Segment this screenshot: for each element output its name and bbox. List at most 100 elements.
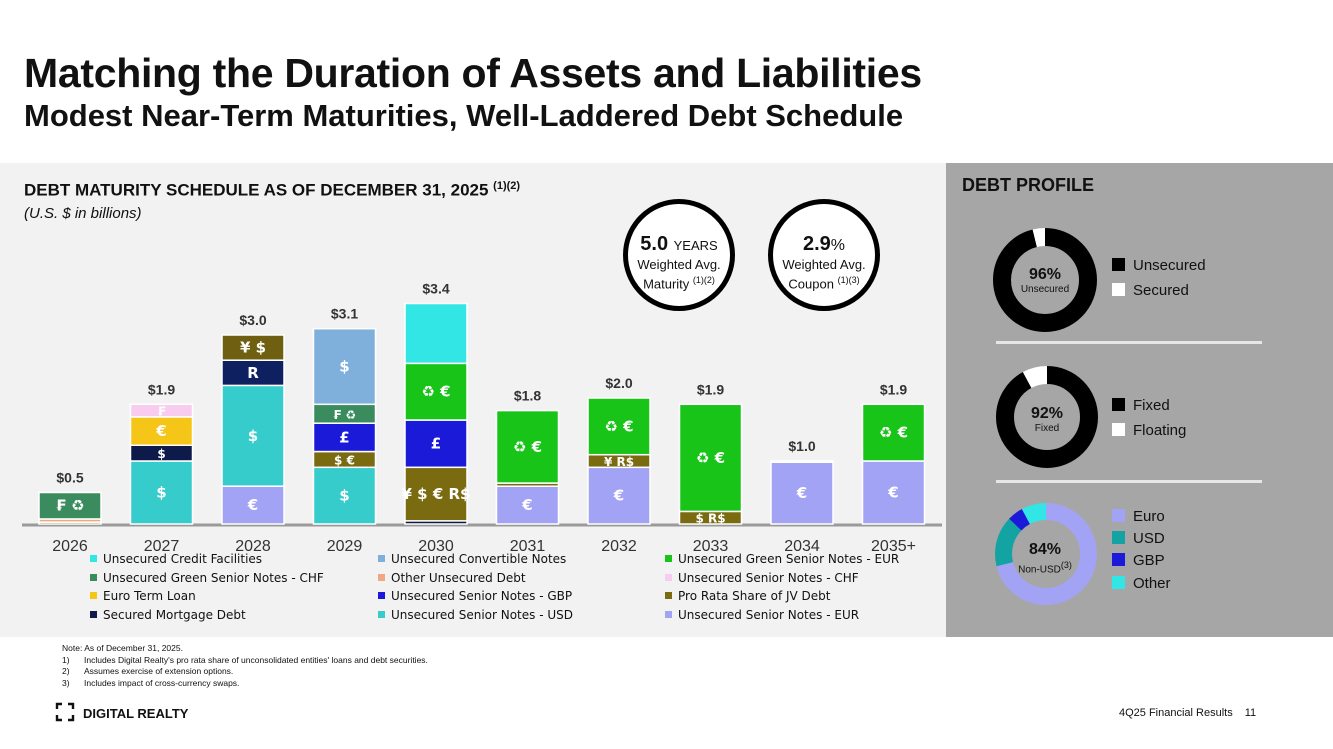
chart-heading: DEBT MATURITY SCHEDULE AS OF DECEMBER 31…: [24, 180, 521, 200]
legend-label: Unsecured Green Senior Notes - CHF: [103, 570, 324, 585]
segment-label: ₣ ♻: [55, 497, 84, 515]
bar-total-label: $1.9: [148, 381, 175, 397]
legend-swatch: [665, 610, 672, 618]
divider: [996, 341, 1262, 344]
unsecured-donut: [993, 228, 1097, 332]
x-tick-label: 2031: [510, 538, 546, 555]
legend-swatch: [1112, 258, 1125, 271]
bar-segment-senior_gbp: [404, 419, 468, 469]
x-tick-label: 2035+: [871, 538, 916, 555]
digital-realty-logo: DIGITAL REALTY: [55, 702, 188, 722]
fixed-pct: 92%: [1030, 405, 1064, 422]
legend-item: Unsecured Senior Notes - GBP: [378, 589, 572, 603]
segment-label: ₣: [157, 405, 165, 419]
legend-secured: Secured: [1112, 282, 1189, 299]
x-tick-label: 2028: [235, 538, 271, 555]
legend-label: Unsecured Green Senior Notes - EUR: [678, 552, 900, 566]
footer-text: 4Q25 Financial Results: [1119, 707, 1233, 719]
segment-label: ₣ ♻: [333, 408, 356, 422]
legend-swatch: [665, 592, 672, 599]
segment-label: $: [156, 484, 166, 502]
legend-label: Unsecured Credit Facilities: [103, 552, 263, 566]
bar-total-label: $3.4: [422, 281, 449, 297]
legend-label: Unsecured Senior Notes - EUR: [678, 607, 860, 622]
x-tick-label: 2029: [327, 538, 363, 555]
legend-item: Unsecured Convertible Notes: [378, 552, 566, 566]
footnote-3: 3) Includes impact of cross-currency swap…: [62, 677, 240, 688]
segment-label: $ R$: [695, 512, 725, 526]
currency-pct: 84%: [1028, 541, 1062, 558]
legend-label: Secured Mortgage Debt: [103, 607, 246, 622]
profile-title: DEBT PROFILE: [962, 175, 1095, 195]
legend-label: Unsecured: [1133, 257, 1206, 274]
fixed-donut: [996, 366, 1098, 468]
donut-slice: [996, 366, 1098, 468]
kpi-coupon-label: Weighted Avg.: [782, 257, 866, 272]
legend-item: Unsecured Senior Notes - USD: [378, 608, 573, 622]
currency-donut: [995, 503, 1097, 605]
segment-label: ¥ $: [240, 339, 266, 357]
segment-label: ♻ €: [421, 383, 450, 401]
legend-usd: USD: [1112, 530, 1165, 547]
kpi-coupon-sup: (1)(3): [837, 275, 860, 285]
legend-swatch: [1112, 576, 1125, 589]
x-tick-label: 2027: [144, 538, 180, 555]
kpi-coupon-unit: %: [830, 237, 846, 254]
page-subtitle: Modest Near-Term Maturities, Well-Ladder…: [24, 98, 904, 133]
bar-segment-green_eur: [404, 362, 468, 421]
segment-label: $: [157, 447, 165, 461]
segment-label: €: [887, 484, 898, 502]
legend-swatch: [665, 555, 672, 562]
bar-total-label: $1.9: [880, 381, 907, 397]
page-number: 11: [1244, 707, 1257, 719]
donut-slice: [995, 503, 1097, 605]
legend-gbp: GBP: [1112, 552, 1165, 569]
legend-floating: Floating: [1112, 422, 1186, 439]
x-tick-label: 2034: [784, 538, 820, 555]
logo-brackets-icon: [55, 702, 75, 722]
bar-segment-senior_brl: [221, 359, 285, 387]
legend-swatch: [665, 573, 672, 581]
bar-segment-convertible: [312, 327, 377, 406]
legend-swatch: [90, 573, 97, 581]
kpi-maturity-label: Weighted Avg.: [637, 257, 721, 272]
legend-label: Euro Term Loan: [103, 589, 196, 603]
bar-segment-green_chf: [38, 491, 102, 520]
kpi-coupon-value: 2.9: [802, 233, 831, 255]
bar-segment-senior_gbp: [312, 422, 377, 453]
currency-sup: (3): [1060, 560, 1072, 570]
footnotes: Note: As of December 31, 2025. 1) Include…: [62, 643, 428, 689]
x-tick-label: 2032: [601, 538, 637, 555]
currency-donut-center: 84% Non-USD(3): [1005, 541, 1085, 576]
legend-label: Unsecured Senior Notes - CHF: [678, 570, 859, 585]
bar-total-label: $2.0: [605, 375, 632, 391]
bar-segment-senior_eur: [495, 485, 560, 525]
fixed-donut-center: 92% Fixed: [1007, 405, 1087, 435]
segment-label: ¥ R$: [604, 455, 634, 469]
legend-item: Unsecured Green Senior Notes - CHF: [90, 571, 324, 585]
donut-slice: [995, 503, 1097, 605]
legend-swatch: [1112, 531, 1125, 544]
footnote-1: 1) Includes Digital Realty's pro rata sha…: [62, 654, 428, 665]
legend-item: Unsecured Green Senior Notes - EUR: [665, 552, 899, 566]
legend-swatch: [1112, 553, 1125, 566]
segment-label: €: [155, 422, 166, 440]
chart-units: (U.S. $ in billions): [24, 205, 142, 222]
bar-segment-credit_facilities: [404, 302, 468, 365]
segment-label: ¥ $ € R$: [402, 485, 471, 503]
page-title: Matching the Duration of Assets and Liab…: [24, 50, 922, 96]
legend-swatch: [378, 610, 385, 618]
fixed-label: Fixed: [1034, 423, 1060, 434]
bar-segment-green_eur: [861, 403, 926, 462]
bar-segment-green_eur: [495, 409, 560, 484]
footnote-intro: Note: As of December 31, 2025.: [62, 643, 183, 653]
footer: 4Q25 Financial Results 11: [1119, 707, 1256, 719]
legend-swatch: [1112, 398, 1125, 411]
bar-total-label: $0.5: [56, 470, 83, 486]
legend-other: Other: [1112, 575, 1171, 592]
legend-swatch: [90, 592, 97, 599]
legend-label: GBP: [1133, 552, 1165, 569]
footnote-2: 2) Assumes exercise of extension options.: [62, 666, 234, 676]
legend-label: Other Unsecured Debt: [391, 570, 526, 585]
bar-segment-green_eur: [678, 403, 743, 513]
